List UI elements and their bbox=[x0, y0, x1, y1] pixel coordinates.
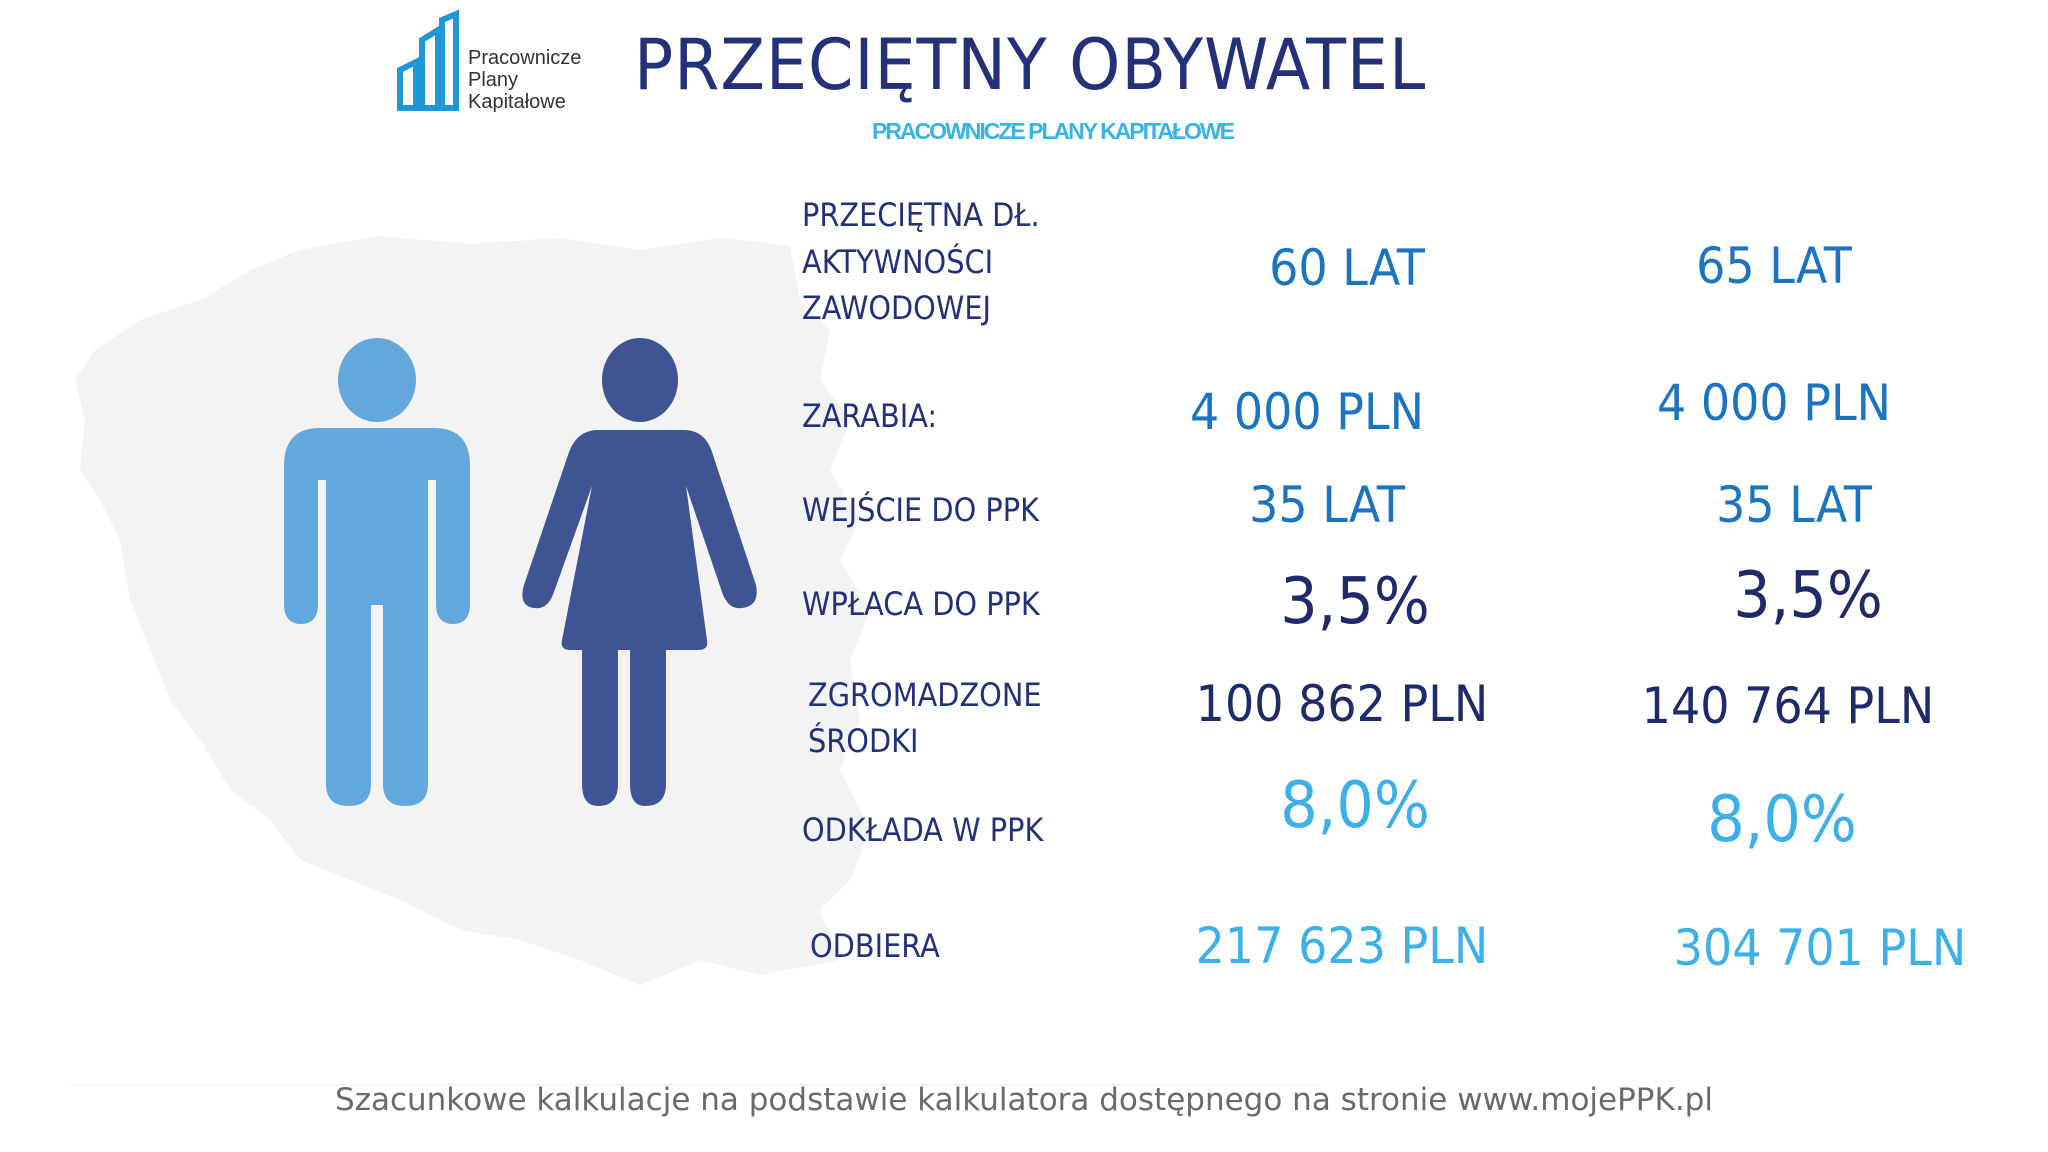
man-figure-icon bbox=[284, 338, 470, 806]
logo-text-line-3: Kapitałowe bbox=[468, 91, 566, 113]
label-ppk-entry: WEJŚCIE DO PPK bbox=[802, 491, 1040, 529]
man-earnings-value: 4 000 PLN bbox=[1189, 383, 1425, 441]
logo-text-line-1: Pracownicze bbox=[468, 47, 582, 69]
label-activity-line-2: AKTYWNOŚCI bbox=[802, 243, 994, 281]
page-title: PRZECIĘTNY OBYWATEL bbox=[634, 24, 1427, 106]
page-subtitle: PRACOWNICZE PLANY KAPITAŁOWE bbox=[872, 118, 1235, 144]
woman-saves-value: 8,0% bbox=[1707, 783, 1857, 857]
man-receives-value: 217 623 PLN bbox=[1195, 917, 1489, 975]
label-activity-line-1: PRZECIĘTNA DŁ. bbox=[802, 196, 1040, 234]
man-ppk-entry-value: 35 LAT bbox=[1249, 476, 1405, 534]
woman-figure-icon bbox=[522, 338, 757, 806]
woman-receives-value: 304 701 PLN bbox=[1673, 919, 1967, 977]
label-accumulated-line-1: ZGROMADZONE bbox=[808, 676, 1042, 714]
woman-contribution-value: 3,5% bbox=[1733, 559, 1883, 633]
man-contribution-value: 3,5% bbox=[1280, 565, 1430, 639]
logo-text-line-2: Plany bbox=[468, 69, 519, 91]
ppk-logo-icon bbox=[397, 9, 459, 111]
footer-divider bbox=[70, 1084, 1320, 1085]
woman-earnings-value: 4 000 PLN bbox=[1656, 374, 1892, 432]
label-ppk-contribution: WPŁACA DO PPK bbox=[802, 585, 1040, 623]
label-earnings: ZARABIA: bbox=[802, 397, 938, 435]
woman-activity-value: 65 LAT bbox=[1696, 237, 1852, 295]
man-activity-value: 60 LAT bbox=[1269, 239, 1425, 297]
poland-map-silhouette bbox=[75, 236, 870, 985]
label-saves-in-ppk: ODKŁADA W PPK bbox=[802, 811, 1044, 849]
man-saves-value: 8,0% bbox=[1280, 769, 1430, 843]
label-activity-line-3: ZAWODOWEJ bbox=[802, 289, 992, 327]
woman-accumulated-value: 140 764 PLN bbox=[1641, 677, 1935, 735]
label-receives: ODBIERA bbox=[810, 927, 940, 965]
label-accumulated-line-2: ŚRODKI bbox=[808, 722, 919, 760]
footer-note: Szacunkowe kalkulacje na podstawie kalku… bbox=[335, 1082, 1713, 1118]
man-accumulated-value: 100 862 PLN bbox=[1195, 675, 1489, 733]
woman-ppk-entry-value: 35 LAT bbox=[1716, 476, 1872, 534]
